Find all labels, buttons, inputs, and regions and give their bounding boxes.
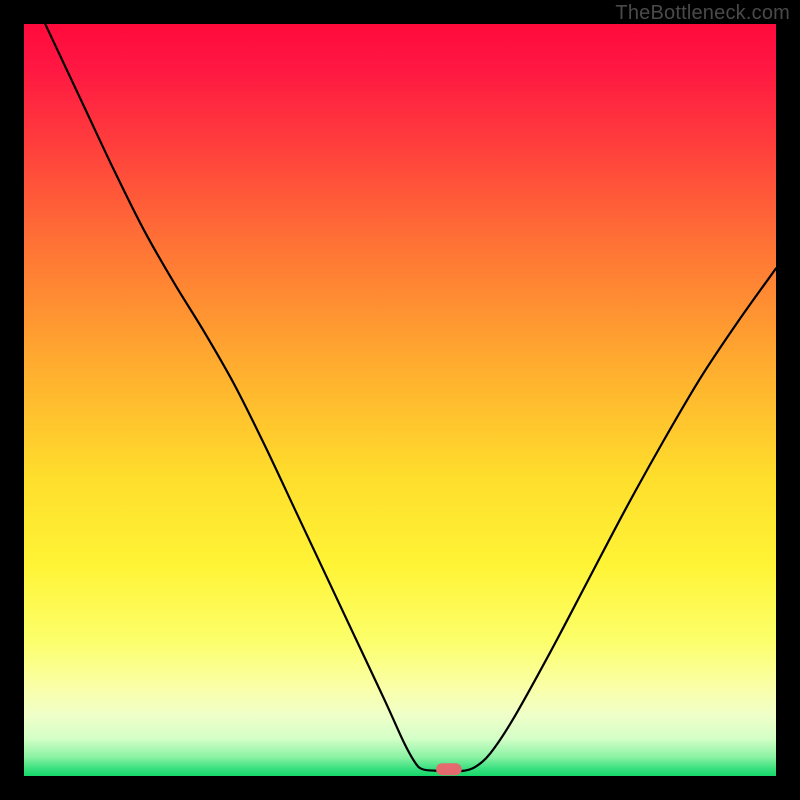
chart-frame: TheBottleneck.com	[0, 0, 800, 800]
minimum-marker	[436, 763, 462, 775]
attribution-label: TheBottleneck.com	[615, 2, 790, 25]
plot-svg	[24, 24, 776, 776]
gradient-background	[24, 24, 776, 776]
plot-area	[24, 24, 776, 776]
